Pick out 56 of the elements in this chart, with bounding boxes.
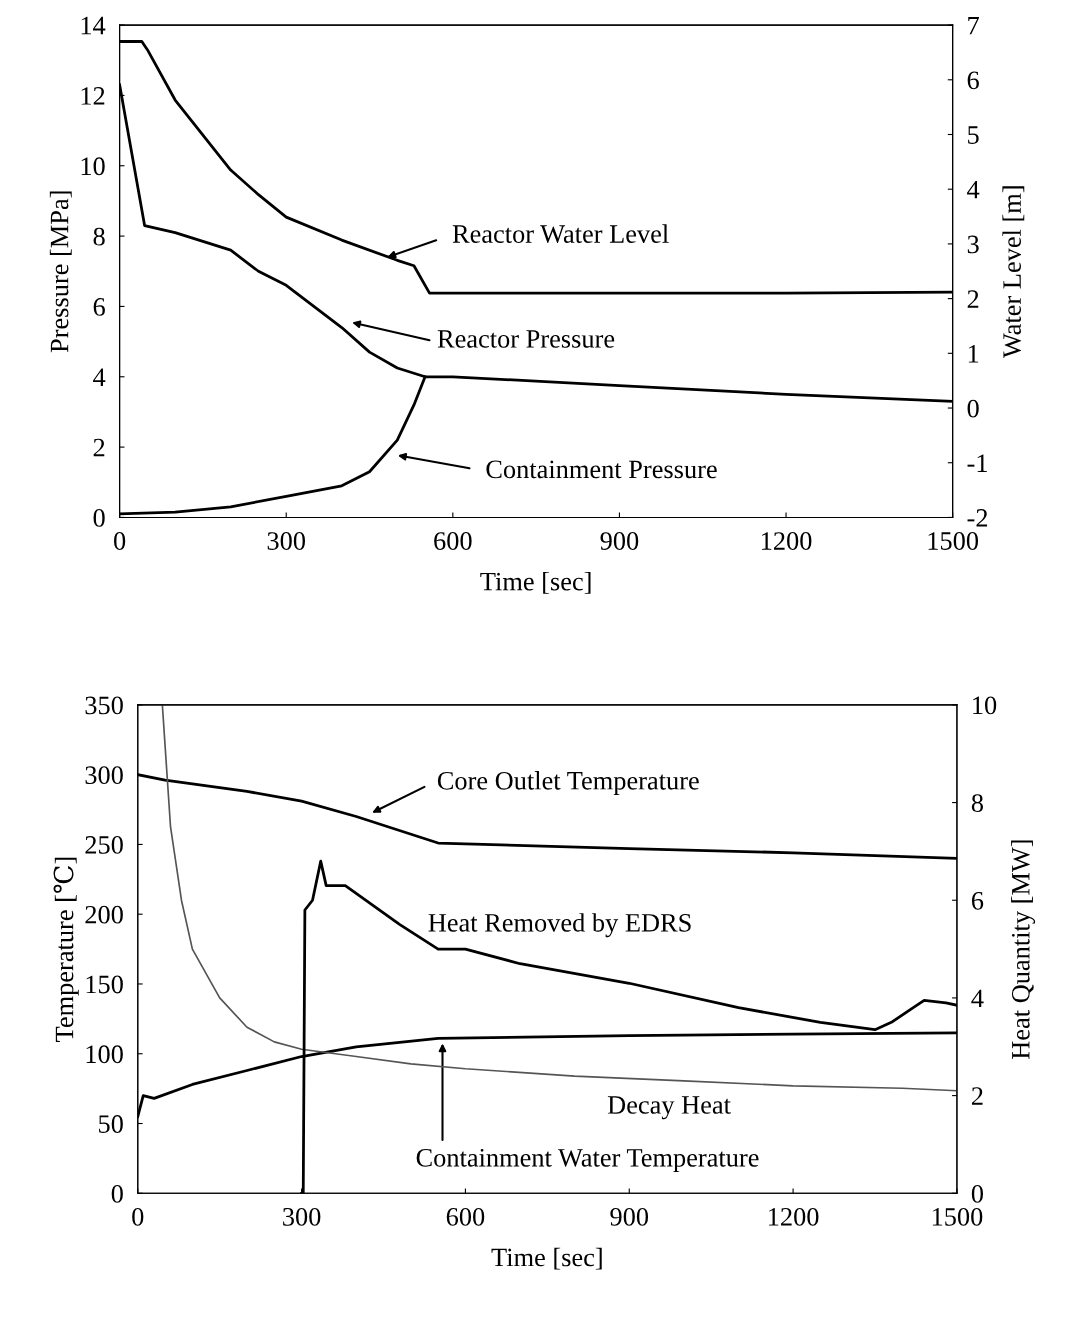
x-tick-label: 300 xyxy=(283,1207,321,1226)
y2-tick-label: 2 xyxy=(967,290,979,308)
x-axis-title: Time [sec] xyxy=(491,1247,602,1270)
y-tick-label: 150 xyxy=(86,975,123,994)
y2-tick-label: 2 xyxy=(971,1087,983,1105)
x-tick-label: 600 xyxy=(446,1207,485,1226)
y2-tick-label: 6 xyxy=(967,71,979,90)
y2-axis-title: Heat Quantity [MW] xyxy=(1011,840,1036,1059)
y2-tick-label: 7 xyxy=(968,16,979,35)
y-tick-label: 8 xyxy=(93,227,105,246)
y-tick-label: 250 xyxy=(85,836,123,854)
annotation: Reactor Water Level xyxy=(452,224,669,244)
y2-tick-label: 4 xyxy=(967,180,980,199)
y2-tick-label: -1 xyxy=(967,454,987,472)
x-tick-label: 300 xyxy=(267,532,306,550)
x-tick-label: 1200 xyxy=(761,532,812,550)
y-tick-label: 100 xyxy=(86,1045,123,1064)
annotation: Containment Water Temperature xyxy=(416,1148,759,1173)
y-axis-title: Temperature [℃] xyxy=(53,857,79,1042)
y2-tick-label: 6 xyxy=(971,891,984,910)
x-tick-label: 900 xyxy=(600,532,639,550)
y2-tick-label: 5 xyxy=(968,126,979,144)
y-tick-label: 200 xyxy=(85,905,123,924)
x-tick-label: 1500 xyxy=(928,532,979,550)
y2-tick-label: -2 xyxy=(967,509,988,527)
annotation: Decay Heat xyxy=(607,1096,731,1120)
x-axis-title: Time [sec] xyxy=(480,571,591,594)
annotation: Reactor Pressure xyxy=(437,330,615,348)
y-tick-label: 300 xyxy=(85,766,123,785)
y2-tick-label: 0 xyxy=(971,1184,984,1203)
y-tick-label: 350 xyxy=(85,696,123,715)
y-tick-label: 50 xyxy=(99,1115,123,1133)
y-tick-label: 2 xyxy=(93,438,105,457)
annotation: Heat Removed by EDRS xyxy=(428,913,691,938)
x-tick-label: 1200 xyxy=(769,1207,819,1226)
y-tick-label: 0 xyxy=(111,1184,123,1203)
x-tick-label: 600 xyxy=(434,532,472,550)
y2-tick-label: 0 xyxy=(967,399,979,418)
y-tick-label: 4 xyxy=(93,368,106,386)
x-tick-label: 900 xyxy=(610,1207,649,1226)
y-tick-label: 0 xyxy=(93,509,105,527)
y-tick-label: 14 xyxy=(81,16,106,35)
y2-tick-label: 1 xyxy=(968,345,979,363)
y2-tick-label: 4 xyxy=(971,989,984,1008)
y2-tick-label: 3 xyxy=(967,235,979,254)
y2-tick-label: 8 xyxy=(971,794,984,812)
y-tick-label: 6 xyxy=(93,298,105,316)
y-tick-label: 12 xyxy=(81,87,105,105)
annotation: Core Outlet Temperature xyxy=(437,771,699,795)
y2-axis-title: Water Level [m] xyxy=(1002,186,1025,359)
x-tick-label: 0 xyxy=(132,1207,144,1226)
y-tick-label: 10 xyxy=(81,157,105,176)
y-axis-title: Pressure [MPa] xyxy=(49,191,72,353)
x-tick-label: 1500 xyxy=(932,1207,983,1226)
annotation: Containment Pressure xyxy=(486,460,717,479)
y2-tick-label: 10 xyxy=(973,696,997,715)
